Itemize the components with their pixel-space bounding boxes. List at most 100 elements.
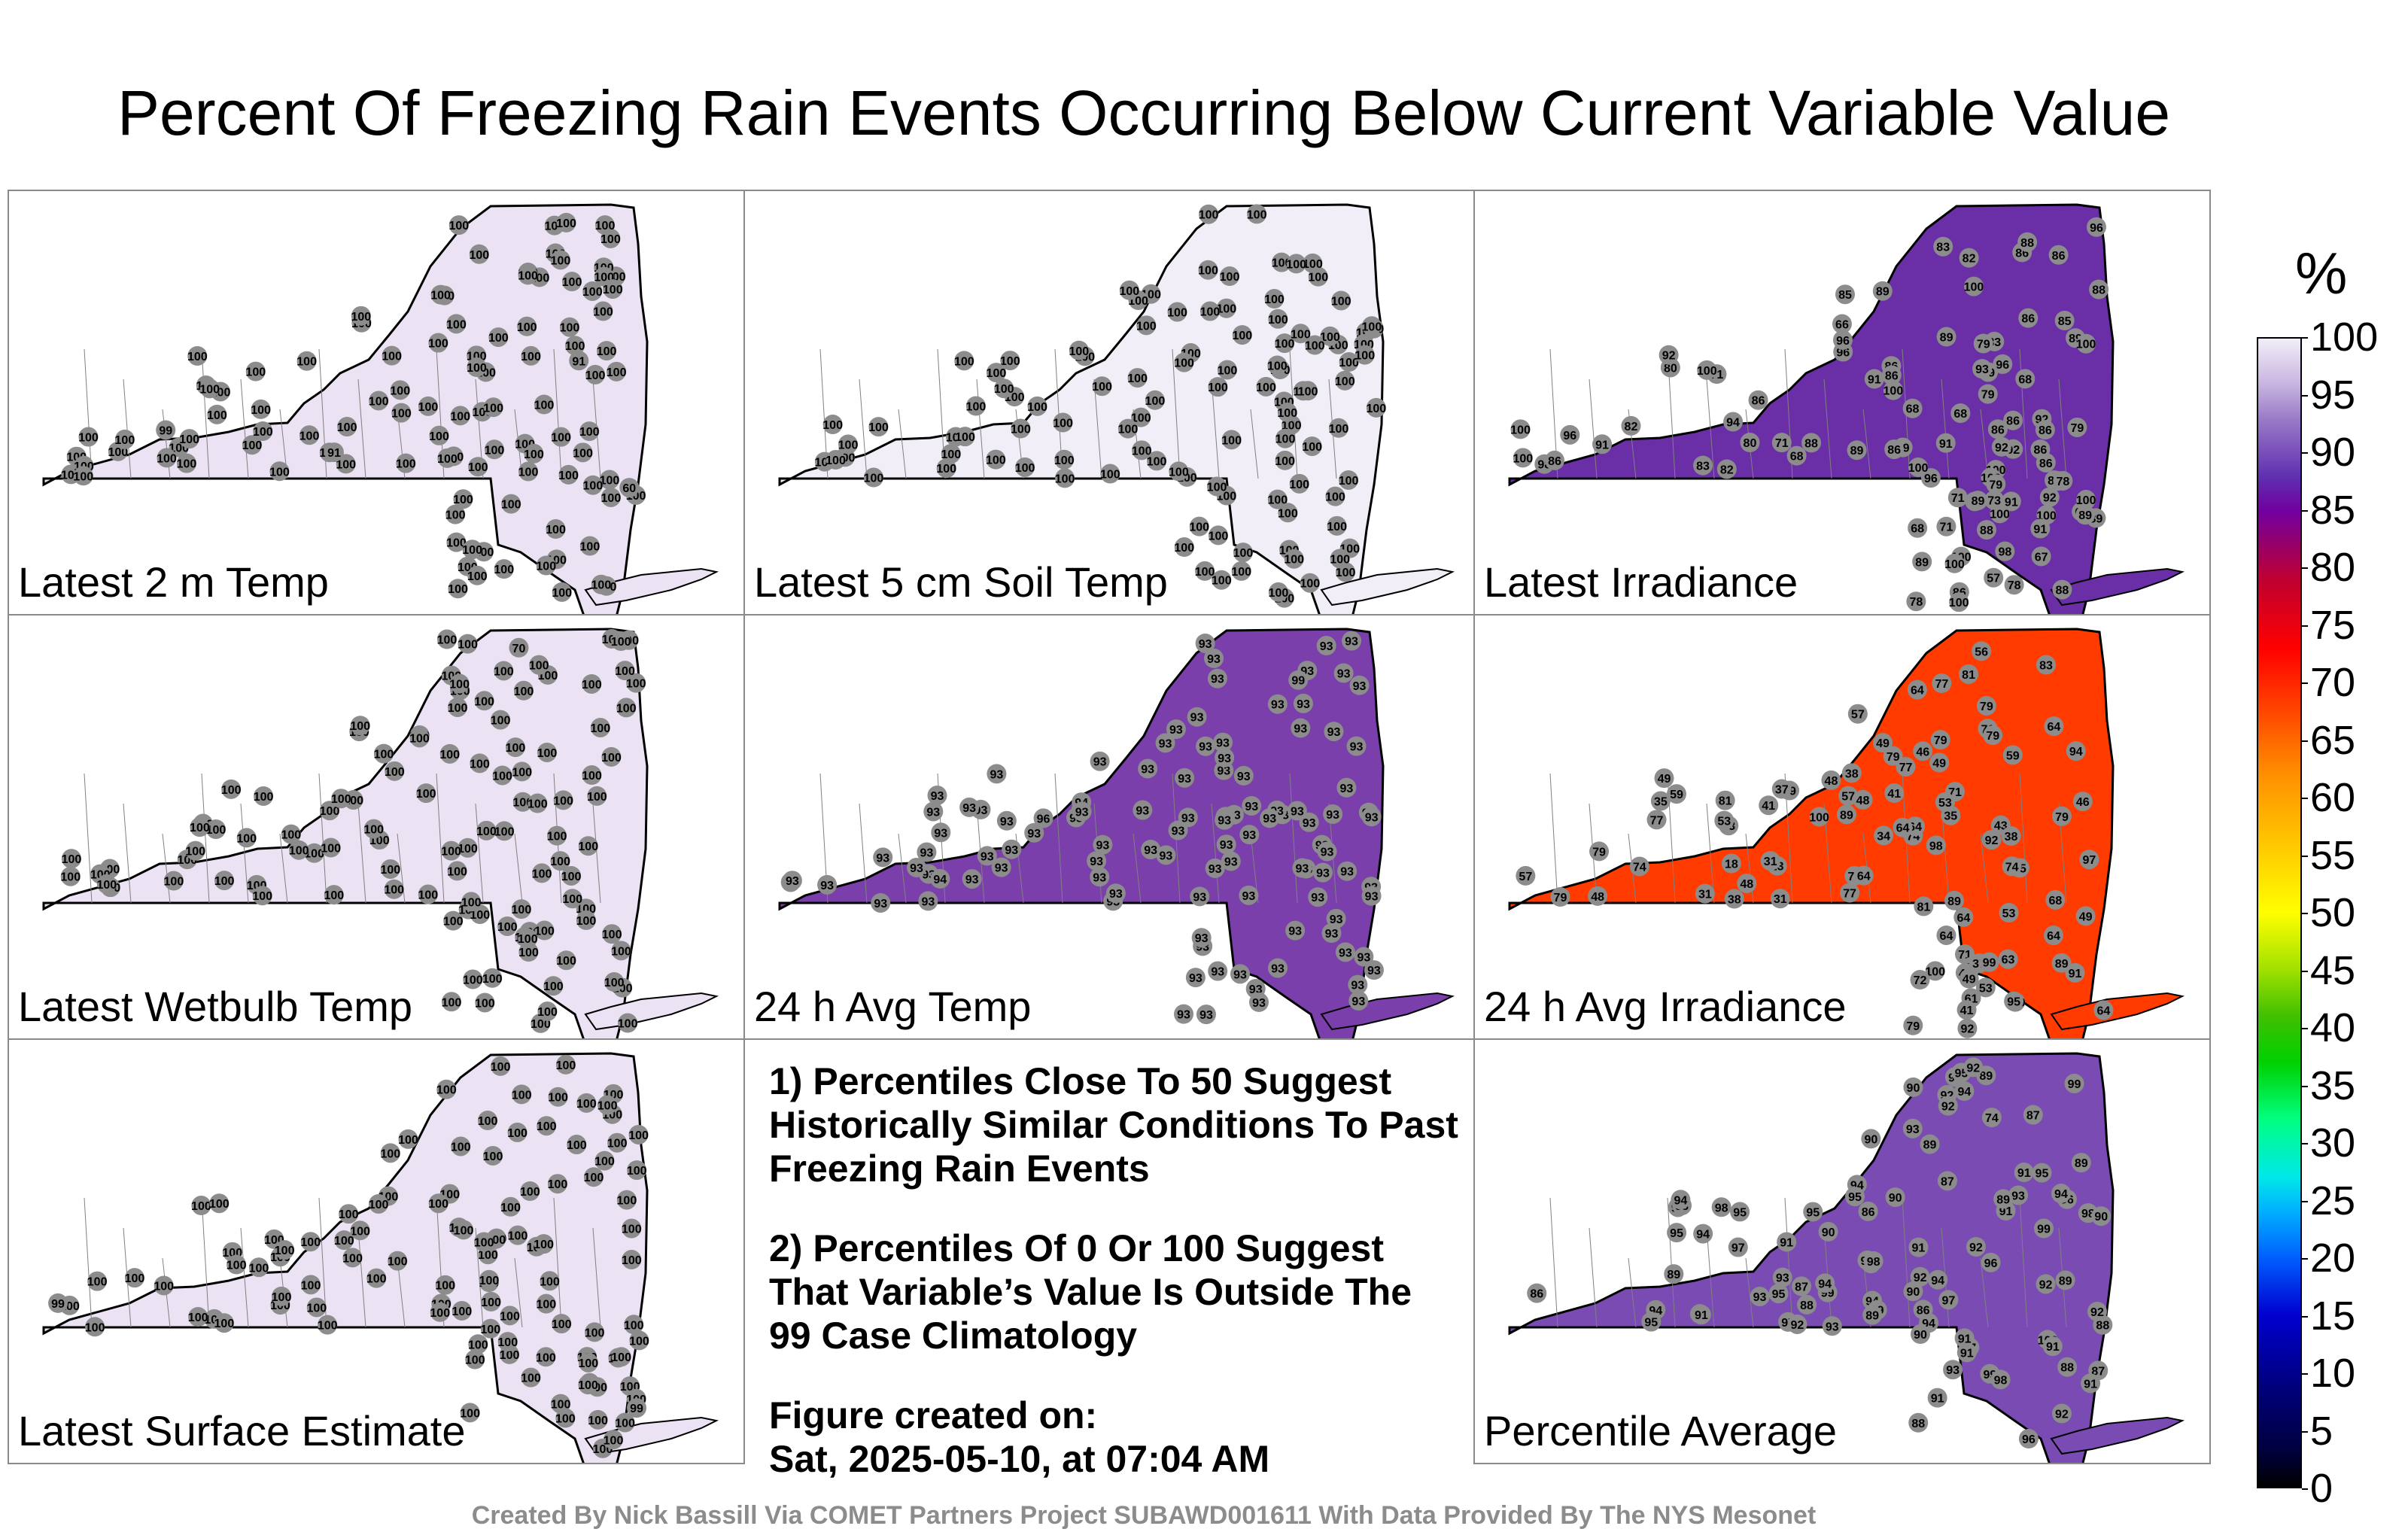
station-marker bbox=[299, 425, 319, 445]
county-line bbox=[357, 378, 366, 479]
station-marker bbox=[350, 1220, 370, 1241]
station-value: 79 bbox=[1986, 730, 1999, 743]
station-value: 100 bbox=[443, 916, 464, 929]
station-marker bbox=[1654, 768, 1674, 789]
station-value: 100 bbox=[236, 832, 257, 845]
station-value: 100 bbox=[1697, 365, 1717, 378]
station-marker bbox=[1777, 1232, 1797, 1252]
station-marker bbox=[536, 1293, 556, 1314]
station-marker bbox=[2072, 792, 2093, 812]
station-value: 100 bbox=[416, 788, 436, 801]
station-value: 93 bbox=[1297, 698, 1310, 711]
station-marker bbox=[2051, 806, 2072, 826]
station-value: 100 bbox=[331, 793, 351, 806]
station-value: 100 bbox=[604, 1434, 624, 1447]
station-marker bbox=[1138, 758, 1158, 779]
station-value: 100 bbox=[448, 220, 469, 233]
station-marker bbox=[428, 333, 448, 353]
station-marker bbox=[321, 837, 341, 858]
station-value: 100 bbox=[1100, 469, 1120, 482]
station-value: 100 bbox=[494, 665, 514, 678]
station-marker bbox=[1938, 1096, 1958, 1116]
station-value: 100 bbox=[2076, 339, 2096, 351]
station-marker bbox=[439, 743, 460, 764]
station-value: 100 bbox=[470, 909, 490, 922]
station-value: 100 bbox=[451, 1141, 471, 1154]
station-marker bbox=[611, 941, 631, 961]
station-marker bbox=[1168, 820, 1188, 840]
county-line bbox=[976, 378, 985, 479]
station-marker bbox=[1331, 290, 1351, 311]
station-marker bbox=[927, 786, 947, 806]
station-marker bbox=[986, 449, 1006, 470]
station-marker bbox=[1693, 1223, 1713, 1244]
station-marker bbox=[1976, 696, 1996, 716]
station-value: 100 bbox=[1174, 357, 1194, 370]
station-marker bbox=[1027, 396, 1047, 416]
station-value: 100 bbox=[418, 889, 438, 902]
station-value: 96 bbox=[2090, 222, 2103, 235]
station-value: 98 bbox=[1715, 1202, 1728, 1214]
station-marker bbox=[491, 1056, 511, 1076]
station-marker bbox=[96, 874, 117, 894]
station-marker bbox=[437, 448, 458, 468]
station-value: 93 bbox=[1218, 752, 1231, 765]
county-line bbox=[1211, 378, 1220, 479]
station-value: 81 bbox=[1719, 795, 1732, 808]
station-marker bbox=[817, 874, 838, 895]
created-label: Figure created on: bbox=[769, 1394, 1098, 1436]
station-value: 100 bbox=[179, 433, 199, 446]
station-marker bbox=[1759, 795, 1779, 816]
station-value: 99 bbox=[2037, 1223, 2051, 1236]
station-value: 100 bbox=[1231, 566, 1251, 579]
station-marker bbox=[1277, 402, 1297, 422]
station-marker bbox=[2030, 439, 2051, 460]
station-marker bbox=[1984, 567, 2004, 588]
station-marker bbox=[622, 1250, 642, 1270]
station-value: 100 bbox=[435, 1280, 455, 1293]
station-marker bbox=[548, 1087, 568, 1107]
station-value: 100 bbox=[380, 1147, 400, 1160]
station-value: 100 bbox=[108, 446, 128, 459]
station-marker bbox=[1981, 830, 2002, 850]
station-value: 93 bbox=[1211, 966, 1224, 979]
station-value: 56 bbox=[1975, 646, 1988, 658]
map-panel: 9286688689798669919270576885718692968971… bbox=[1473, 190, 2211, 616]
station-value: 100 bbox=[242, 439, 263, 452]
station-marker bbox=[474, 691, 494, 711]
long-island-shape bbox=[584, 992, 719, 1031]
station-marker bbox=[562, 889, 582, 909]
station-marker bbox=[1316, 636, 1336, 656]
colorbar-tick-label: 35 bbox=[2310, 1062, 2356, 1108]
state-shape bbox=[1508, 1052, 2115, 1463]
station-value: 99 bbox=[630, 1403, 643, 1415]
station-value: 93 bbox=[1367, 965, 1381, 977]
station-value: 92 bbox=[1985, 834, 1999, 847]
station-marker bbox=[1993, 1189, 2014, 1209]
station-marker bbox=[301, 1275, 321, 1295]
station-marker bbox=[1950, 403, 1971, 424]
station-marker bbox=[2030, 518, 2051, 539]
station-value: 100 bbox=[437, 634, 458, 647]
station-value: 88 bbox=[1980, 524, 1993, 537]
station-value: 90 bbox=[1907, 1286, 1920, 1299]
station-value: 96 bbox=[2022, 1433, 2036, 1446]
station-marker bbox=[385, 761, 405, 781]
station-marker bbox=[825, 450, 846, 470]
figure-title: Percent Of Freezing Rain Events Occurrin… bbox=[117, 78, 2171, 148]
station-marker bbox=[1863, 1251, 1884, 1271]
station-value: 95 bbox=[1733, 1206, 1747, 1219]
station-marker bbox=[1346, 736, 1367, 756]
station-marker bbox=[2023, 1105, 2043, 1125]
county-line bbox=[898, 833, 907, 904]
county-line bbox=[475, 803, 484, 904]
station-marker bbox=[1156, 845, 1176, 865]
station-marker bbox=[601, 746, 622, 767]
ny-state-map: 1001001001001001001001001001001001001001… bbox=[42, 628, 719, 1038]
station-marker bbox=[553, 790, 573, 810]
station-marker bbox=[534, 394, 554, 415]
station-value: 100 bbox=[1335, 375, 1355, 388]
station-marker bbox=[2032, 1163, 2052, 1183]
station-marker bbox=[513, 680, 534, 701]
station-value: 100 bbox=[366, 1273, 387, 1286]
